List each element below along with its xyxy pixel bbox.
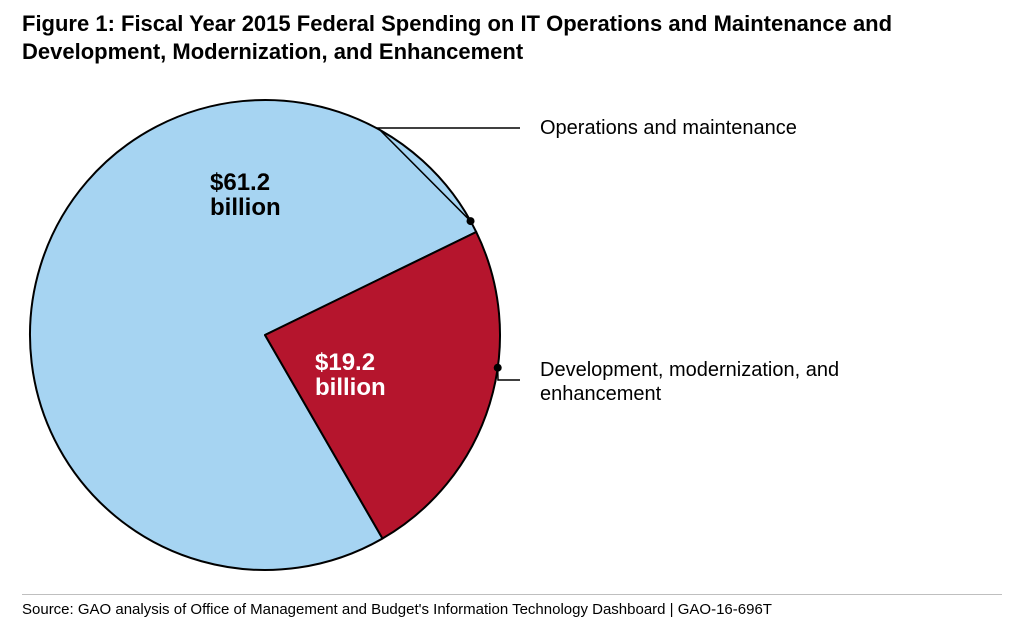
source-block: Source: GAO analysis of Office of Manage… [0, 594, 1024, 618]
slice-value-dme: $19.2billion [315, 349, 386, 401]
pie-chart: $61.2billion $19.2billion Operations and … [0, 80, 1024, 590]
slice-label-ops: Operations and maintenance [540, 117, 797, 139]
figure-title: Figure 1: Fiscal Year 2015 Federal Spend… [22, 10, 982, 65]
source-divider [22, 594, 1002, 595]
slice-value-ops: $61.2billion [210, 169, 281, 221]
source-text: Source: GAO analysis of Office of Manage… [0, 601, 1024, 618]
figure-container: Figure 1: Fiscal Year 2015 Federal Spend… [0, 0, 1024, 634]
slice-label-dme: Development, modernization, andenhanceme… [540, 359, 839, 405]
